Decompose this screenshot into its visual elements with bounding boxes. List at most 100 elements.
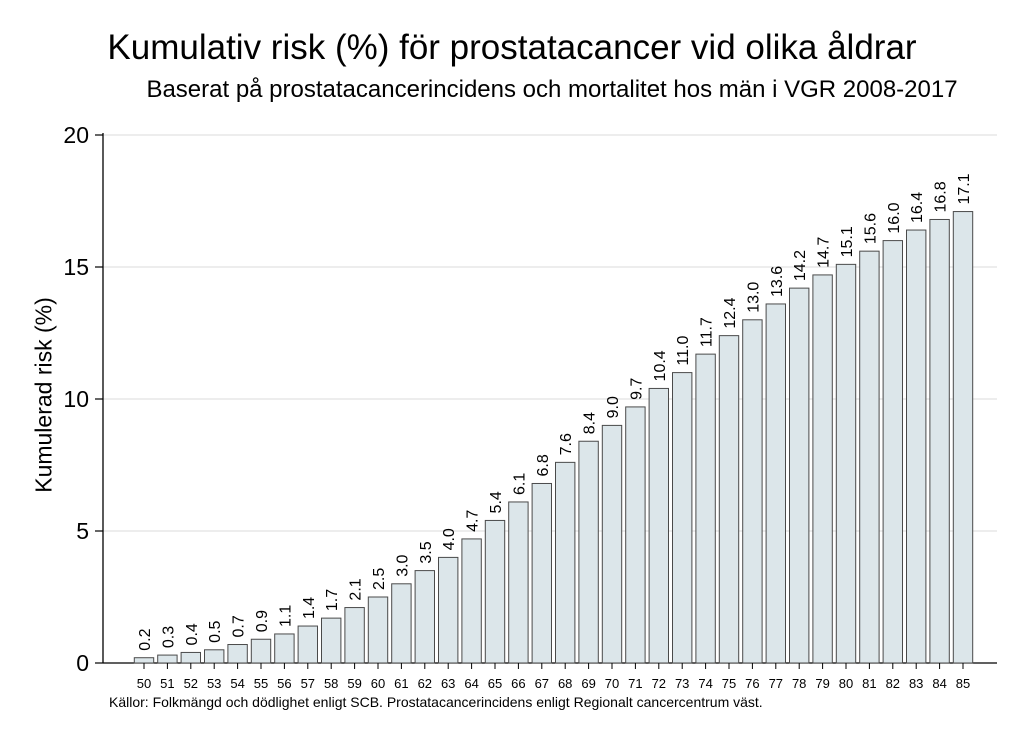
x-tick-label: 54: [230, 676, 244, 691]
bar: [180, 651, 202, 664]
x-tick-label: 75: [722, 676, 736, 691]
bar: [204, 649, 225, 664]
bar: [929, 218, 950, 664]
x-tick-label: 58: [324, 676, 338, 691]
bar: [461, 538, 482, 664]
bar-value-label: 15.6: [862, 213, 879, 244]
bar-value-label: 13.6: [769, 266, 786, 297]
x-tick-label: 57: [301, 676, 315, 691]
x-tick-label: 66: [511, 676, 525, 691]
bar: [578, 440, 599, 664]
bar-value-label: 6.8: [535, 454, 552, 476]
x-tick-label: 62: [418, 676, 432, 691]
bar: [601, 424, 623, 664]
bar: [133, 657, 155, 664]
x-tick-label: 55: [254, 676, 268, 691]
bar-value-label: 5.4: [488, 491, 505, 513]
x-tick-label: 79: [815, 676, 829, 691]
bar: [859, 250, 880, 664]
bar-value-label: 1.7: [324, 589, 341, 611]
bar-value-label: 4.7: [465, 510, 482, 532]
bar: [789, 287, 810, 664]
y-tick-label: 0: [76, 650, 89, 676]
x-tick-label: 60: [371, 676, 385, 691]
x-tick-label: 61: [394, 676, 408, 691]
bar-value-label: 16.4: [909, 192, 926, 223]
bar-value-label: 3.0: [394, 554, 411, 576]
bar-value-label: 16.8: [933, 181, 950, 212]
x-tick-label: 51: [160, 676, 174, 691]
bar: [157, 654, 178, 664]
x-tick-label: 83: [909, 676, 923, 691]
x-tick-label: 52: [184, 676, 198, 691]
bar-value-label: 0.3: [160, 626, 177, 648]
x-tick-label: 82: [886, 676, 900, 691]
bar: [227, 644, 248, 664]
bar: [391, 583, 412, 664]
bar: [625, 406, 646, 664]
x-tick-label: 59: [347, 676, 361, 691]
bar: [274, 633, 295, 664]
x-tick-label: 80: [839, 676, 853, 691]
bar: [555, 461, 576, 664]
bar: [367, 596, 389, 664]
bar-value-label: 10.4: [652, 350, 669, 381]
bar: [321, 617, 342, 664]
bar-value-label: 0.2: [137, 628, 154, 650]
bar-value-label: 11.7: [699, 317, 716, 347]
bar-value-label: 13.0: [745, 282, 762, 313]
chart-title: Kumulativ risk (%) för prostatacancer vi…: [107, 28, 917, 67]
x-tick-label: 73: [675, 676, 689, 691]
bar-value-label: 11.0: [675, 336, 692, 366]
bar-value-label: 3.5: [418, 541, 435, 563]
x-tick-label: 84: [932, 676, 946, 691]
x-tick-label: 67: [535, 676, 549, 691]
bar: [344, 607, 365, 664]
bar: [952, 211, 974, 664]
bar: [882, 240, 903, 664]
y-tick-label: 15: [63, 254, 89, 280]
bar-value-label: 0.4: [184, 623, 201, 645]
bar: [695, 353, 716, 664]
x-tick-label: 71: [628, 676, 642, 691]
x-tick-label: 72: [652, 676, 666, 691]
bar-value-label: 0.5: [207, 620, 224, 642]
x-tick-label: 69: [581, 676, 595, 691]
x-tick-label: 64: [464, 676, 478, 691]
bar-value-label: 14.7: [816, 237, 833, 268]
bar-value-label: 1.1: [277, 605, 294, 627]
bar: [672, 372, 693, 664]
bar: [438, 556, 459, 664]
bar: [414, 570, 436, 664]
x-tick-label: 78: [792, 676, 806, 691]
y-tick-label: 5: [76, 518, 89, 544]
bar: [484, 519, 506, 664]
x-tick-label: 53: [207, 676, 221, 691]
bar: [531, 482, 552, 664]
bar-value-label: 0.9: [254, 610, 271, 632]
x-tick-label: 63: [441, 676, 455, 691]
source-note: Källor: Folkmängd och dödlighet enligt S…: [109, 694, 763, 710]
bar-value-label: 6.1: [511, 473, 528, 495]
y-tick-label: 20: [63, 122, 89, 148]
x-tick-label: 76: [745, 676, 759, 691]
bar: [812, 274, 833, 664]
x-tick-label: 81: [862, 676, 876, 691]
x-tick-label: 77: [769, 676, 783, 691]
bar-value-label: 1.4: [301, 597, 318, 619]
bar: [297, 625, 319, 664]
bar-value-label: 2.1: [348, 578, 365, 600]
chart-subtitle: Baserat på prostatacancerincidens och mo…: [146, 76, 958, 103]
y-tick-label: 10: [63, 386, 89, 412]
bar: [508, 501, 529, 664]
bar: [250, 638, 272, 664]
bar: [718, 335, 740, 664]
bar-value-label: 17.1: [956, 173, 973, 204]
bar-value-label: 14.2: [792, 250, 809, 281]
x-tick-label: 68: [558, 676, 572, 691]
bar: [765, 303, 786, 664]
bar-value-label: 12.4: [722, 297, 739, 328]
bar-value-label: 8.4: [582, 412, 599, 434]
bar: [742, 319, 763, 664]
